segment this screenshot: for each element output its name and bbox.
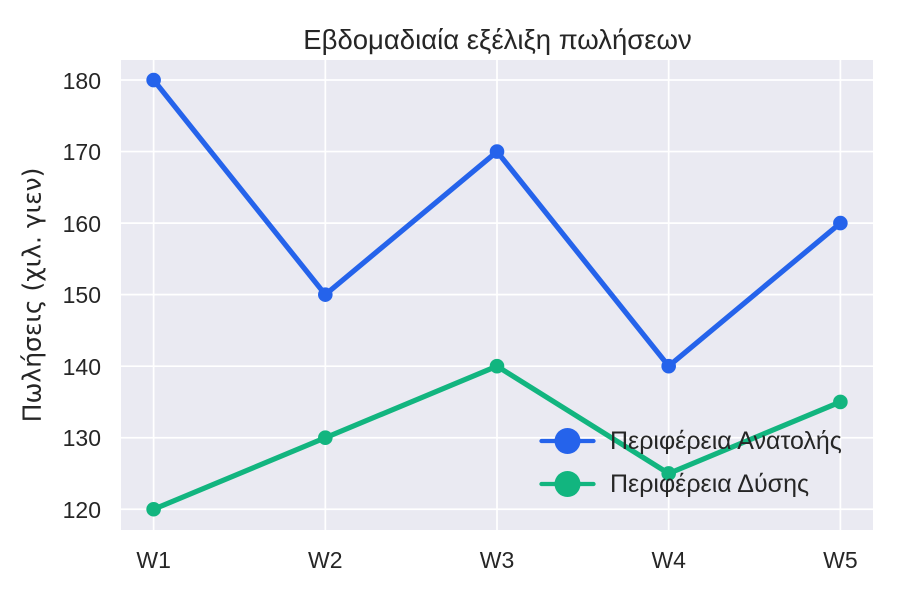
x-tick-label: W5 [823, 547, 858, 573]
y-tick-label: 150 [62, 282, 101, 309]
y-tick-label: 170 [62, 139, 101, 166]
x-tick-label: W4 [651, 547, 686, 573]
y-tick-label: 180 [62, 67, 101, 94]
y-tick-label: 160 [62, 210, 101, 237]
series-marker [146, 501, 161, 517]
series-marker [661, 466, 676, 481]
series-marker [833, 215, 848, 231]
x-tick-label: W1 [136, 547, 171, 573]
y-tick-label: 140 [62, 353, 101, 380]
legend-marker [554, 471, 581, 497]
y-tick-label: 130 [62, 425, 101, 452]
chart-title: Εβδομαδιαία εξέλιξη πωλήσεων [303, 24, 692, 55]
series-marker [833, 394, 848, 410]
legend-marker [554, 428, 581, 454]
legend-label: Περιφέρεια Δύσης [610, 470, 810, 498]
series-marker [661, 358, 676, 374]
x-tick-label: W3 [479, 547, 515, 573]
series-marker [146, 72, 161, 88]
legend-label: Περιφέρεια Ανατολής [610, 427, 842, 455]
series-marker [489, 358, 505, 374]
x-tick-label: W2 [308, 547, 343, 573]
series-marker [318, 430, 333, 446]
series-marker [318, 287, 333, 302]
series-marker [489, 144, 505, 159]
y-tick-label: 120 [62, 496, 101, 523]
